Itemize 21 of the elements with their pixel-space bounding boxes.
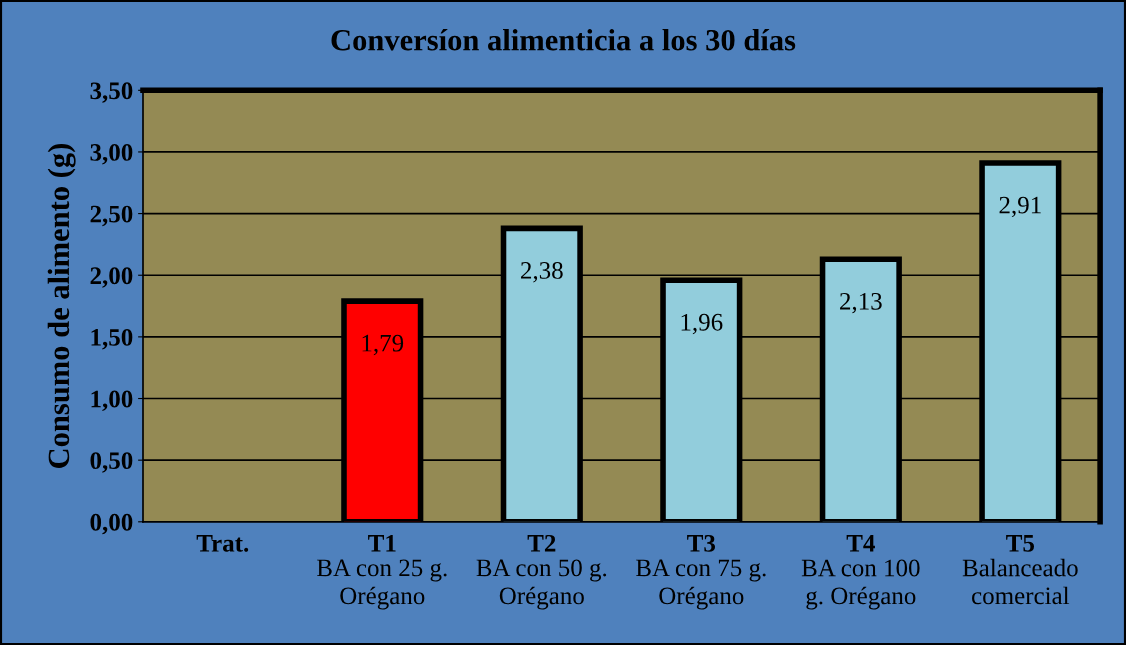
x-tick-label: T2 BA con 50 g. Orégano	[476, 534, 607, 610]
y-tick-label: 1,00	[91, 390, 133, 412]
x-tick-label: Trat.	[196, 535, 249, 552]
data-label: 2,91	[999, 196, 1041, 218]
y-tick-label: 3,00	[90, 143, 133, 165]
data-label: 2,13	[840, 292, 882, 314]
x-tick-label: T1 BA con 25 g. Orégano	[317, 534, 447, 610]
y-tick-label: 0,50	[90, 452, 133, 473]
chart-title: Conversíon alimenticia a los 30 días	[331, 29, 796, 51]
x-tick-label: T3 BA con 75 g. Orégano	[636, 534, 766, 610]
y-tick-label: 2,50	[90, 205, 133, 227]
y-tick-label: 0,00	[90, 513, 133, 535]
data-label: 1,96	[681, 313, 723, 335]
data-label: 2,38	[521, 261, 563, 283]
data-label: 1,79	[362, 334, 404, 356]
x-tick-label: T5 Balanceado comercial	[962, 535, 1078, 605]
x-tick-label: T4 BA con 100 g. Orégano	[801, 535, 920, 610]
y-tick-label: 2,00	[90, 267, 133, 288]
y-axis-title: Consumo de alimento (g)	[47, 144, 76, 468]
y-tick-label: 3,50	[90, 82, 133, 103]
y-tick-label: 1,50	[91, 328, 133, 350]
